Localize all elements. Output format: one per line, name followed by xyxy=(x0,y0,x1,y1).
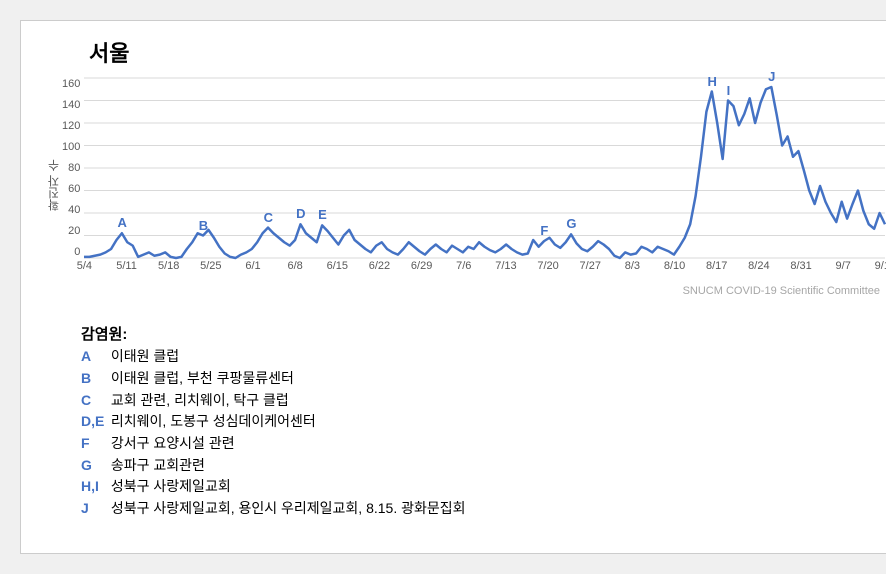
legend-row: H,I 성북구 사랑제일교회 xyxy=(81,476,885,498)
legend-tag: F xyxy=(81,433,107,455)
x-tick: 5/4 xyxy=(77,260,92,272)
annotation-j: J xyxy=(768,69,775,84)
legend-row: A 이태원 클럽 xyxy=(81,346,885,368)
y-axis-ticks: 160 140 120 100 80 60 40 20 0 xyxy=(62,78,84,258)
y-tick: 140 xyxy=(62,99,80,111)
y-axis-label: 확진자 수 xyxy=(41,78,62,293)
x-tick: 6/15 xyxy=(327,260,348,272)
x-tick: 9/14 xyxy=(875,260,886,272)
y-tick: 80 xyxy=(62,162,80,174)
chart-area: 확진자 수 160140120100806040200 5/45/115/185… xyxy=(41,78,885,293)
legend-row: G 송파구 교회관련 xyxy=(81,455,885,477)
x-tick: 5/11 xyxy=(116,260,137,272)
y-tick: 20 xyxy=(62,225,80,237)
annotation-e: E xyxy=(318,207,327,222)
x-tick: 8/31 xyxy=(790,260,811,272)
legend-tag: D,E xyxy=(81,411,107,433)
y-tick: 40 xyxy=(62,204,80,216)
annotation-c: C xyxy=(264,210,273,225)
x-tick: 6/1 xyxy=(245,260,260,272)
x-tick: 8/17 xyxy=(706,260,727,272)
annotation-g: G xyxy=(566,216,576,231)
x-tick: 6/8 xyxy=(287,260,302,272)
x-tick: 5/18 xyxy=(158,260,179,272)
legend-row: F 강서구 요양시설 관련 xyxy=(81,433,885,455)
legend-title: 감염원: xyxy=(81,323,885,346)
annotation-d: D xyxy=(296,206,305,221)
x-tick: 6/29 xyxy=(411,260,432,272)
legend-text: 강서구 요양시설 관련 xyxy=(107,435,235,451)
legend: 감염원: A 이태원 클럽B 이태원 클럽, 부천 쿠팡물류센터C 교회 관련,… xyxy=(81,323,885,520)
x-tick: 5/25 xyxy=(200,260,221,272)
y-tick: 0 xyxy=(62,246,80,258)
y-tick: 120 xyxy=(62,120,80,132)
legend-text: 성북구 사랑제일교회, 용인시 우리제일교회, 8.15. 광화문집회 xyxy=(107,500,466,516)
x-tick: 9/7 xyxy=(836,260,851,272)
legend-tag: J xyxy=(81,498,107,520)
legend-row: B 이태원 클럽, 부천 쿠팡물류센터 xyxy=(81,368,885,390)
x-tick: 8/10 xyxy=(664,260,685,272)
y-tick: 160 xyxy=(62,78,80,90)
x-tick: 8/24 xyxy=(748,260,769,272)
y-tick: 100 xyxy=(62,141,80,153)
x-tick: 7/27 xyxy=(580,260,601,272)
legend-tag: A xyxy=(81,346,107,368)
annotation-i: I xyxy=(727,83,731,98)
x-tick: 7/13 xyxy=(495,260,516,272)
chart-title: 서울 xyxy=(89,36,885,68)
chart-container: 서울 확진자 수 160140120100806040200 5/45/115/… xyxy=(20,20,886,554)
legend-text: 이태원 클럽 xyxy=(107,348,179,364)
legend-text: 리치웨이, 도봉구 성심데이케어센터 xyxy=(107,413,316,429)
legend-tag: G xyxy=(81,455,107,477)
legend-text: 이태원 클럽, 부천 쿠팡물류센터 xyxy=(107,370,294,386)
x-tick: 6/22 xyxy=(369,260,390,272)
x-tick: 7/20 xyxy=(537,260,558,272)
y-tick: 60 xyxy=(62,183,80,195)
annotation-f: F xyxy=(540,223,548,238)
annotation-h: H xyxy=(707,74,716,89)
legend-row: D,E 리치웨이, 도봉구 성심데이케어센터 xyxy=(81,411,885,433)
annotation-b: B xyxy=(199,218,208,233)
legend-tag: B xyxy=(81,368,107,390)
legend-row: C 교회 관련, 리치웨이, 탁구 클럽 xyxy=(81,390,885,412)
plot-area: 5/45/115/185/256/16/86/156/226/297/67/13… xyxy=(84,78,885,258)
legend-tag: H,I xyxy=(81,476,107,498)
legend-text: 송파구 교회관련 xyxy=(107,457,205,473)
legend-tag: C xyxy=(81,390,107,412)
x-tick: 7/6 xyxy=(456,260,471,272)
legend-text: 성북구 사랑제일교회 xyxy=(107,478,231,494)
legend-row: J 성북구 사랑제일교회, 용인시 우리제일교회, 8.15. 광화문집회 xyxy=(81,498,885,520)
attribution-text: SNUCM COVID-19 Scientific Committee xyxy=(683,285,880,297)
annotation-a: A xyxy=(118,215,127,230)
x-tick: 8/3 xyxy=(625,260,640,272)
legend-text: 교회 관련, 리치웨이, 탁구 클럽 xyxy=(107,392,289,408)
